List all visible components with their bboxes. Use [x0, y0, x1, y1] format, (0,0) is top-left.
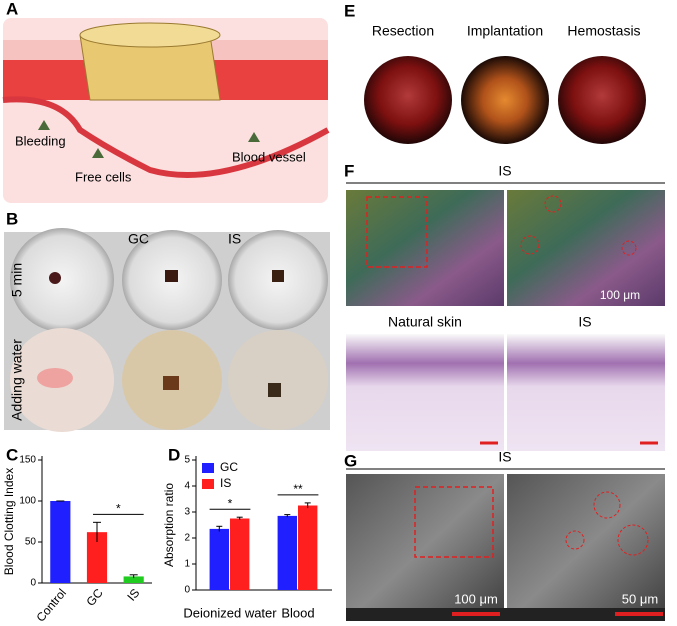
row-label: 5 min: [9, 263, 25, 297]
bar: [277, 515, 297, 590]
column-label: IS: [228, 231, 241, 247]
zoom-box: [414, 486, 494, 558]
highlight: [520, 235, 540, 255]
y-tick-label: 4: [184, 481, 190, 492]
sem-image: [346, 474, 504, 621]
y-tick-label: 150: [19, 455, 36, 466]
legend-swatch: [202, 479, 214, 489]
significance-label: *: [116, 501, 121, 515]
panel-f: F IS 100 μm Natural skin IS: [344, 161, 665, 451]
dishes: [10, 228, 328, 432]
scaffold-top: [79, 22, 221, 48]
zoom-box: [366, 196, 428, 268]
column-label: Implantation: [467, 23, 543, 39]
highlight: [593, 491, 621, 519]
bar: [298, 505, 318, 590]
photo: [558, 56, 646, 144]
panel-label: B: [6, 209, 18, 228]
y-tick-label: 3: [184, 507, 190, 518]
column-label: IS: [578, 314, 591, 330]
legend-label: GC: [220, 460, 238, 474]
x-tick-label: IS: [124, 586, 142, 604]
chart-d: 0 1 2 3 4 5 Absorption ratio Deionized water Blo…: [162, 455, 332, 620]
y-tick-label: 50: [25, 537, 37, 548]
column-label: Natural skin: [388, 314, 462, 330]
highlight: [617, 524, 649, 556]
panel-label: D: [168, 445, 180, 464]
panel-a: A Bleeding Free cells Blood vessel: [2, 0, 330, 203]
bar: [86, 532, 108, 583]
column-label: GC: [128, 231, 149, 247]
column-label: Hemostasis: [567, 23, 640, 39]
y-tick-label: 2: [184, 533, 190, 544]
panel-g: G IS 100 μm 50 μm: [344, 449, 665, 621]
panel-e: E Resection Implantation Hemostasis: [344, 1, 646, 144]
panel-label: F: [344, 161, 354, 180]
panel-b: B GC IS 5 min Adding water: [4, 209, 330, 432]
y-tick-label: 0: [30, 578, 36, 589]
x-tick-label: Blood: [281, 605, 314, 620]
y-axis-label: Blood Clotting Index: [2, 468, 16, 575]
panel-title: IS: [498, 163, 511, 179]
annotation: Free cells: [75, 169, 132, 184]
bar: [230, 518, 250, 590]
scale-bar-label: 100 μm: [600, 288, 640, 302]
sem-image: [507, 474, 665, 621]
row-label: Adding water: [9, 339, 25, 421]
panel-label: E: [344, 1, 355, 20]
panel-title: IS: [498, 449, 511, 465]
highlight: [621, 240, 637, 256]
scale-bar-label: 100 μm: [454, 591, 498, 606]
y-tick-label: 1: [184, 559, 190, 570]
highlight: [544, 195, 562, 213]
y-axis-label: Absorption ratio: [162, 483, 176, 567]
bar: [50, 501, 71, 583]
panel-label: C: [6, 445, 18, 464]
scale-bar-label: 50 μm: [622, 591, 658, 606]
histology-image: [507, 334, 665, 451]
bar: [123, 576, 144, 583]
histology-image: [507, 190, 665, 306]
legend-label: IS: [220, 476, 231, 490]
y-tick-label: 0: [184, 585, 190, 596]
x-tick-label: Deionized water: [183, 605, 277, 620]
panel-label: G: [344, 451, 357, 470]
significance-label: *: [228, 496, 233, 510]
column-label: Resection: [372, 23, 434, 39]
annotation: Blood vessel: [232, 149, 306, 164]
photo: [364, 56, 452, 144]
x-tick-label: Control: [33, 586, 69, 625]
info-bar: [346, 608, 665, 621]
bar: [209, 528, 229, 590]
highlight: [565, 530, 585, 550]
histology-image: [346, 334, 504, 451]
panel-label: A: [6, 0, 18, 18]
blood-vessel: [2, 96, 330, 178]
annotation: Bleeding: [15, 133, 66, 148]
y-tick-label: 5: [184, 455, 190, 466]
y-tick-label: 100: [19, 496, 36, 507]
histology-image: [346, 190, 504, 306]
legend-swatch: [202, 463, 214, 473]
x-tick-label: GC: [83, 586, 106, 609]
photo: [461, 56, 549, 144]
significance-label: **: [293, 482, 303, 496]
